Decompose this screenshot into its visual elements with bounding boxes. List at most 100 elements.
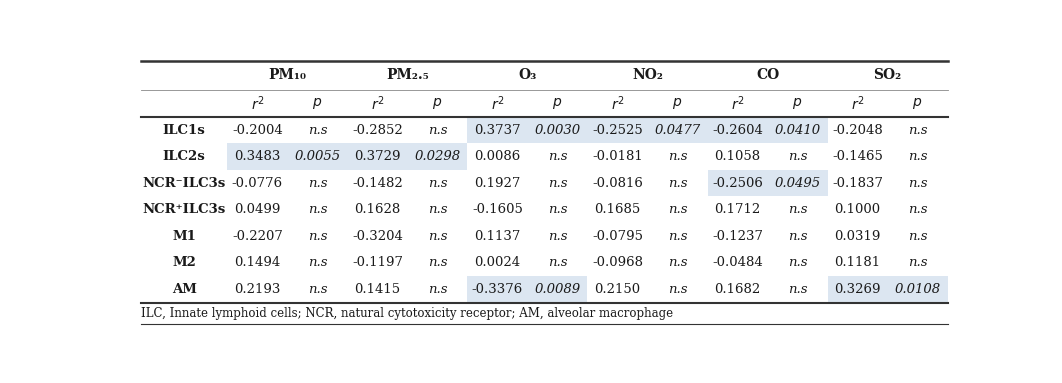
Text: -0.1837: -0.1837: [832, 177, 883, 190]
Text: n.s: n.s: [428, 283, 447, 296]
Text: -0.1197: -0.1197: [352, 256, 402, 269]
Text: $r^2$: $r^2$: [371, 94, 384, 113]
Text: -0.2048: -0.2048: [833, 123, 883, 136]
Bar: [467, 117, 587, 143]
Text: n.s: n.s: [668, 177, 687, 190]
Text: n.s: n.s: [668, 230, 687, 243]
Text: n.s: n.s: [788, 256, 807, 269]
Text: -0.2004: -0.2004: [232, 123, 282, 136]
Text: $r^2$: $r^2$: [491, 94, 504, 113]
Text: $p$: $p$: [672, 96, 683, 111]
Bar: [587, 117, 707, 143]
Text: $p$: $p$: [552, 96, 563, 111]
Text: 0.1058: 0.1058: [715, 150, 760, 163]
Text: 0.1682: 0.1682: [715, 283, 760, 296]
Text: -0.1465: -0.1465: [833, 150, 883, 163]
Text: -0.2852: -0.2852: [353, 123, 402, 136]
Bar: [707, 117, 827, 143]
Text: n.s: n.s: [428, 230, 447, 243]
Text: n.s: n.s: [308, 203, 327, 216]
Text: SO₂: SO₂: [873, 69, 902, 82]
Text: n.s: n.s: [428, 123, 447, 136]
Text: 0.0499: 0.0499: [235, 203, 280, 216]
Text: 0.0410: 0.0410: [774, 123, 821, 136]
Text: n.s: n.s: [788, 150, 807, 163]
Text: AM: AM: [172, 283, 196, 296]
Text: n.s: n.s: [308, 283, 327, 296]
Text: n.s: n.s: [788, 283, 807, 296]
Text: 0.1137: 0.1137: [475, 230, 520, 243]
Text: 0.0024: 0.0024: [475, 256, 520, 269]
Text: -0.2525: -0.2525: [593, 123, 643, 136]
Text: n.s: n.s: [788, 203, 807, 216]
Text: 0.2193: 0.2193: [235, 283, 280, 296]
Text: $p$: $p$: [432, 96, 443, 111]
Text: -0.0181: -0.0181: [593, 150, 643, 163]
Text: -0.3376: -0.3376: [472, 283, 524, 296]
Text: -0.0968: -0.0968: [592, 256, 643, 269]
Text: 0.0089: 0.0089: [534, 283, 581, 296]
Text: n.s: n.s: [668, 150, 687, 163]
Text: 0.0055: 0.0055: [294, 150, 341, 163]
Text: 0.0086: 0.0086: [475, 150, 520, 163]
Text: 0.3729: 0.3729: [355, 150, 400, 163]
Text: 0.1000: 0.1000: [835, 203, 880, 216]
Text: -0.2506: -0.2506: [713, 177, 763, 190]
Text: $r^2$: $r^2$: [851, 94, 864, 113]
Text: NO₂: NO₂: [632, 69, 663, 82]
Bar: [707, 170, 827, 196]
Text: 0.1685: 0.1685: [595, 203, 640, 216]
Text: 0.1712: 0.1712: [715, 203, 760, 216]
Text: n.s: n.s: [308, 230, 327, 243]
Text: $r^2$: $r^2$: [611, 94, 624, 113]
Text: 0.2150: 0.2150: [595, 283, 640, 296]
Text: ILC1s: ILC1s: [162, 123, 206, 136]
Bar: [827, 276, 947, 303]
Text: 0.0495: 0.0495: [774, 177, 821, 190]
Text: n.s: n.s: [908, 123, 927, 136]
Text: -0.0795: -0.0795: [592, 230, 643, 243]
Bar: [347, 143, 467, 170]
Text: M2: M2: [172, 256, 196, 269]
Text: PM₁₀: PM₁₀: [269, 69, 307, 82]
Text: $p$: $p$: [792, 96, 803, 111]
Text: 0.3737: 0.3737: [474, 123, 520, 136]
Text: n.s: n.s: [548, 230, 567, 243]
Text: -0.0816: -0.0816: [592, 177, 643, 190]
Text: n.s: n.s: [428, 203, 447, 216]
Text: 0.1927: 0.1927: [475, 177, 520, 190]
Text: 0.0477: 0.0477: [654, 123, 701, 136]
Text: -0.0484: -0.0484: [713, 256, 763, 269]
Text: $p$: $p$: [912, 96, 923, 111]
Text: 0.0319: 0.0319: [835, 230, 880, 243]
Text: n.s: n.s: [548, 203, 567, 216]
Text: 0.1494: 0.1494: [235, 256, 280, 269]
Text: ILC2s: ILC2s: [162, 150, 206, 163]
Text: n.s: n.s: [908, 203, 927, 216]
Text: -0.0776: -0.0776: [232, 177, 282, 190]
Text: M1: M1: [172, 230, 196, 243]
Text: n.s: n.s: [548, 177, 567, 190]
Text: 0.1628: 0.1628: [355, 203, 400, 216]
Bar: [467, 276, 587, 303]
Text: n.s: n.s: [308, 256, 327, 269]
Text: -0.2207: -0.2207: [232, 230, 282, 243]
Text: PM₂.₅: PM₂.₅: [387, 69, 429, 82]
Text: 0.3269: 0.3269: [835, 283, 880, 296]
Text: -0.1482: -0.1482: [353, 177, 402, 190]
Text: NCR⁻ILC3s: NCR⁻ILC3s: [142, 177, 226, 190]
Text: 0.0108: 0.0108: [894, 283, 941, 296]
Text: 0.0030: 0.0030: [534, 123, 581, 136]
Text: 0.0298: 0.0298: [414, 150, 461, 163]
Text: $r^2$: $r^2$: [731, 94, 744, 113]
Text: n.s: n.s: [908, 230, 927, 243]
Text: -0.1605: -0.1605: [472, 203, 523, 216]
Text: n.s: n.s: [668, 283, 687, 296]
Text: n.s: n.s: [428, 256, 447, 269]
Text: -0.1237: -0.1237: [712, 230, 763, 243]
Text: 0.3483: 0.3483: [235, 150, 280, 163]
Text: ILC, Innate lymphoid cells; NCR, natural cytotoxicity receptor; AM, alveolar mac: ILC, Innate lymphoid cells; NCR, natural…: [141, 307, 673, 320]
Bar: [227, 143, 347, 170]
Text: n.s: n.s: [908, 256, 927, 269]
Text: -0.3204: -0.3204: [352, 230, 402, 243]
